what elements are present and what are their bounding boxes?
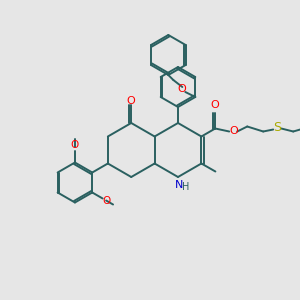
Text: O: O [230,127,239,136]
Text: O: O [71,140,79,151]
Text: S: S [273,121,281,134]
Text: O: O [177,84,186,94]
Text: H: H [182,182,190,192]
Text: O: O [211,100,220,110]
Text: O: O [103,196,111,206]
Text: O: O [127,95,136,106]
Text: N: N [175,180,183,190]
